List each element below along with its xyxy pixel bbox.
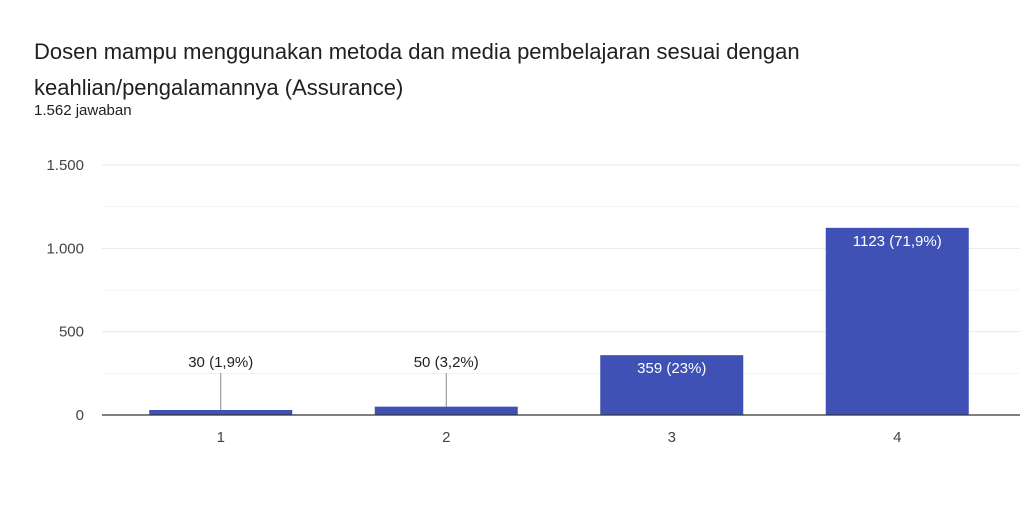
data-label: 359 (23%)	[637, 360, 706, 377]
response-count: 1.562 jawaban	[34, 102, 132, 119]
data-label: 50 (3,2%)	[414, 354, 479, 371]
x-tick-label: 4	[893, 429, 901, 446]
y-tick-label: 0	[76, 407, 84, 424]
bar	[825, 227, 969, 415]
bar	[149, 410, 293, 415]
data-label: 30 (1,9%)	[188, 354, 253, 371]
x-tick-label: 1	[217, 429, 225, 446]
y-tick-label: 1.500	[46, 157, 84, 174]
x-tick-label: 2	[442, 429, 450, 446]
bar	[600, 355, 744, 415]
x-tick-label: 3	[668, 429, 676, 446]
y-tick-label: 500	[59, 324, 84, 341]
data-label: 1123 (71,9%)	[853, 233, 942, 250]
chart-title: Dosen mampu menggunakan metoda dan media…	[34, 39, 800, 100]
y-tick-label: 1.000	[46, 240, 84, 257]
bar	[374, 406, 518, 415]
